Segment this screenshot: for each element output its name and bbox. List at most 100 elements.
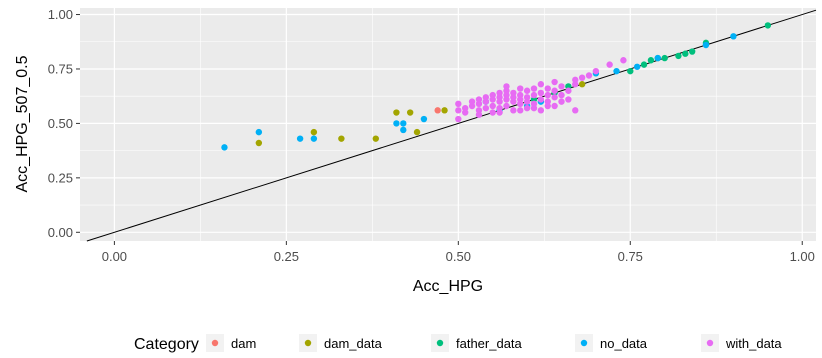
data-point-with-data [578, 74, 586, 81]
data-point-with-data [558, 91, 565, 99]
data-point-with-data [523, 87, 531, 94]
y-tick-label: 0.25 [48, 170, 73, 185]
panel-background [80, 8, 816, 241]
data-point-with-data [455, 107, 462, 114]
data-point-father-data [640, 61, 648, 68]
data-point-no-data [654, 54, 661, 62]
data-point-with-data [537, 81, 545, 88]
y-tick-label: 0.50 [48, 116, 73, 131]
data-point-dam-data [441, 107, 448, 114]
y-axis-title: Acc_HPG_507_0.5 [14, 55, 31, 192]
data-point-no-data [296, 135, 304, 142]
x-tick-label: 0.50 [446, 249, 471, 264]
data-point-with-data [468, 98, 476, 105]
data-point-with-data [530, 85, 538, 92]
data-point-with-data [496, 89, 503, 97]
data-point-no-data [420, 115, 428, 123]
data-point-dam-data [413, 128, 421, 136]
data-point-with-data [537, 89, 545, 97]
legend-key-dot-father-data [436, 339, 444, 347]
data-point-no-data [255, 128, 263, 136]
data-point-with-data [544, 91, 551, 99]
data-point-with-data [572, 76, 579, 84]
legend-label-no-data: no_data [600, 336, 648, 351]
x-tick-label: 1.00 [790, 249, 815, 264]
y-tick-label: 0.00 [48, 225, 73, 240]
data-point-with-data [517, 85, 524, 92]
legend-label-father-data: father_data [456, 336, 523, 351]
data-point-with-data [606, 61, 613, 68]
x-axis-title: Acc_HPG [413, 278, 483, 295]
data-point-no-data [400, 120, 407, 127]
data-point-father-data [661, 54, 668, 62]
data-point-with-data [565, 87, 572, 94]
legend: Category dam dam_data father_data no_data wi… [134, 334, 782, 353]
data-point-with-data [558, 83, 565, 90]
data-point-with-data [510, 107, 517, 114]
legend-label-dam: dam [231, 336, 256, 351]
data-point-father-data [764, 22, 772, 29]
x-tick-label: 0.25 [274, 249, 299, 264]
data-point-with-data [489, 102, 496, 110]
data-point-with-data [558, 98, 565, 105]
y-tick-label: 0.75 [48, 61, 73, 76]
data-point-no-data [393, 120, 400, 127]
data-point-with-data [551, 94, 558, 101]
data-point-with-data [523, 94, 531, 101]
data-point-father-data [647, 57, 655, 64]
legend-key-dot-dam [211, 339, 219, 347]
data-point-with-data [482, 104, 490, 112]
data-point-with-data [517, 107, 524, 114]
data-point-with-data [530, 104, 538, 112]
legend-title: Category [134, 336, 199, 353]
data-point-dam-data [393, 109, 400, 116]
data-point-dam-data [578, 81, 586, 88]
x-axis-ticks: 0.00 0.25 0.50 0.75 1.00 [102, 241, 815, 264]
data-point-dam-data [255, 139, 263, 147]
data-point-with-data [592, 67, 600, 75]
data-point-with-data [544, 85, 551, 92]
data-point-with-data [455, 115, 462, 123]
data-point-no-data [221, 144, 228, 151]
data-point-with-data [455, 100, 462, 108]
data-point-with-data [565, 96, 572, 103]
data-point-dam-data [372, 135, 379, 142]
legend-label-dam-data: dam_data [324, 336, 383, 351]
x-tick-label: 0.00 [102, 249, 127, 264]
data-point-with-data [475, 96, 483, 103]
data-point-no-data [702, 41, 710, 49]
x-tick-label: 0.75 [618, 249, 643, 264]
y-axis-ticks: 0.00 0.25 0.50 0.75 1.00 [48, 7, 80, 240]
data-point-dam-data [406, 109, 414, 116]
major-gridlines [80, 8, 816, 241]
data-point-with-data [461, 104, 469, 112]
data-point-with-data [489, 109, 496, 116]
data-point-no-data [730, 33, 737, 40]
data-point-with-data [537, 107, 545, 114]
minor-gridlines [80, 8, 816, 241]
data-point-with-data [496, 109, 503, 116]
data-point-with-data [475, 111, 483, 118]
data-point-with-data [489, 91, 496, 99]
legend-key-dot-with-data [706, 339, 714, 347]
y-tick-label: 1.00 [48, 7, 73, 22]
data-point-with-data [551, 102, 558, 110]
data-point-father-data [675, 52, 682, 60]
data-point-with-data [482, 94, 490, 101]
data-point-with-data [551, 78, 558, 86]
data-point-no-data [613, 67, 620, 75]
data-point-with-data [510, 89, 517, 97]
data-point-no-data [400, 126, 407, 134]
data-point-dam-data [310, 128, 318, 136]
data-point-with-data [530, 91, 538, 99]
data-point-dam [434, 107, 441, 114]
data-point-with-data [503, 102, 510, 110]
data-point-with-data [537, 96, 545, 103]
data-point-with-data [572, 107, 579, 114]
data-point-no-data [310, 135, 318, 142]
legend-key-dot-dam-data [304, 339, 312, 347]
data-point-no-data [633, 63, 641, 70]
data-points [221, 22, 772, 151]
data-point-with-data [551, 87, 558, 94]
